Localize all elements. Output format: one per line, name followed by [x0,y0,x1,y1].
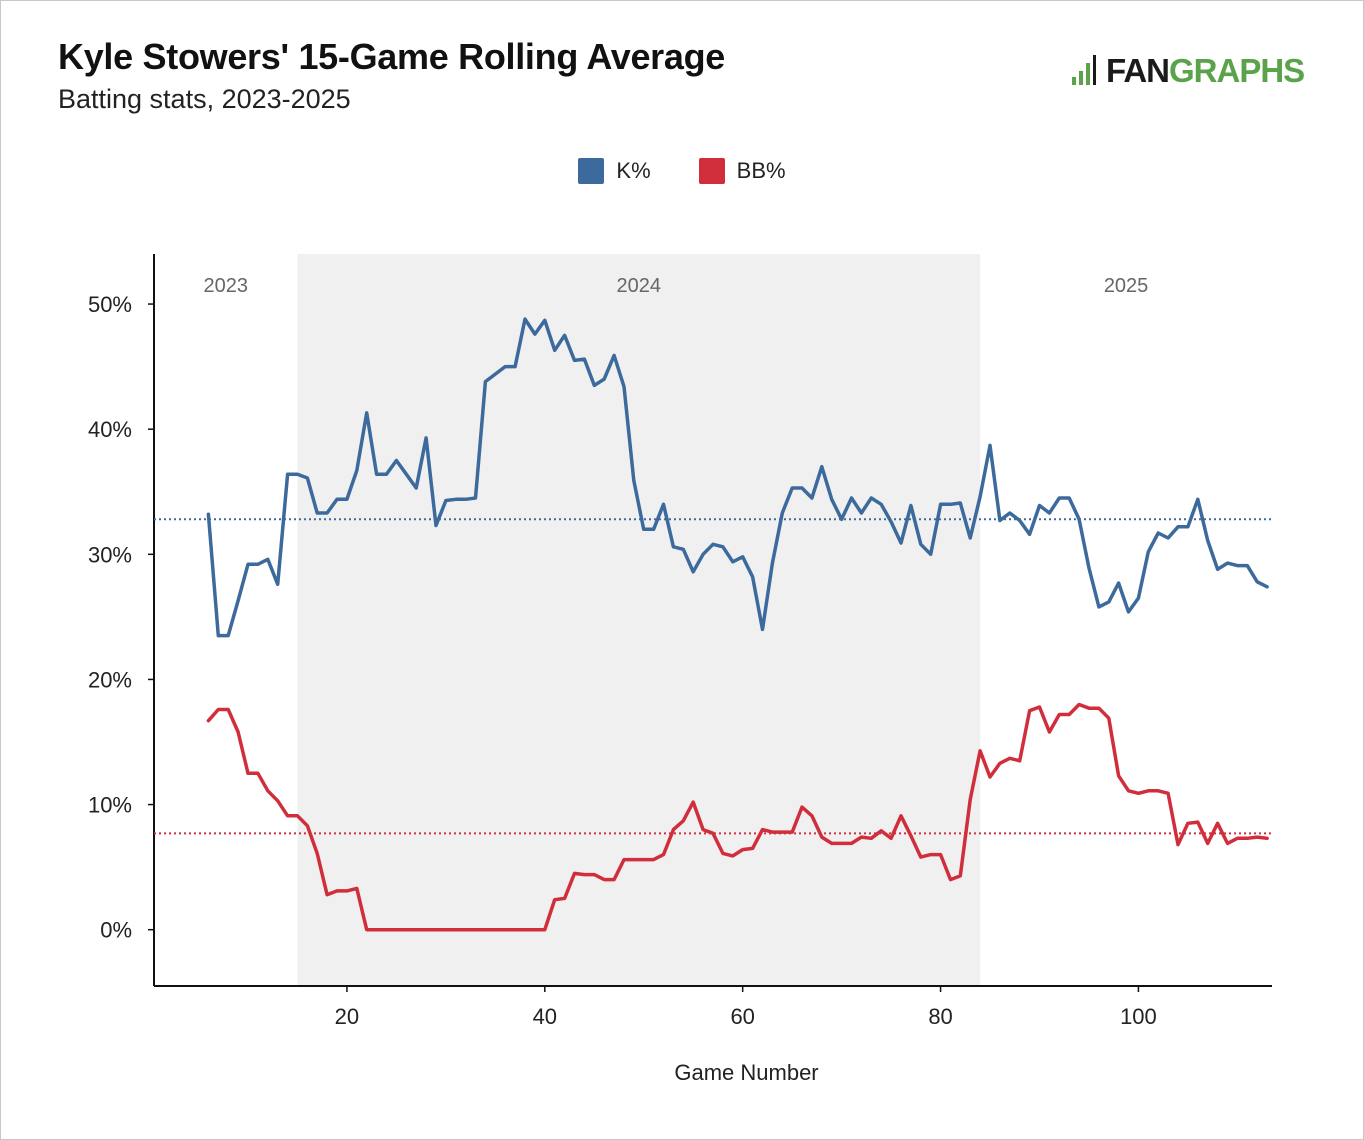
season-label-2025: 2025 [1104,275,1149,297]
fangraphs-logo: FANGRAPHS [1072,52,1305,90]
y-tick-label: 0% [100,918,132,943]
logo-text-fan: FAN [1106,52,1170,89]
x-tick-label: 100 [1120,1004,1157,1029]
series-line-k-pct [206,317,1269,638]
x-tick-label: 40 [533,1004,557,1029]
y-tick-label: 50% [88,292,132,317]
legend-item-k-pct: K% [578,158,651,184]
chart-subtitle: Batting stats, 2023-2025 [58,84,351,114]
x-axis-label: Game Number [674,1060,819,1085]
legend-item-bb-pct: BB% [698,158,786,184]
logo-bars-icon [1072,55,1102,87]
y-tick-label: 10% [88,793,132,818]
season-label-2023: 2023 [203,275,248,297]
y-tick-label: 40% [88,417,132,442]
season-label-2024: 2024 [617,275,662,297]
logo-text: FANGRAPHS [1106,52,1305,90]
chart-legend: K% BB% [0,158,1364,184]
logo-text-graphs: GRAPHS [1169,52,1305,89]
series-line-bb-pct [206,702,1269,932]
chart-title: Kyle Stowers' 15-Game Rolling Average [58,36,726,77]
y-tick-label: 30% [88,542,132,567]
x-tick-label: 60 [730,1004,754,1029]
legend-swatch-bb-pct [698,158,725,184]
x-tick-label: 20 [335,1004,359,1029]
season-band-2024 [297,254,981,986]
y-tick-label: 20% [88,667,132,692]
x-tick-label: 80 [928,1004,952,1029]
legend-label-bb-pct: BB% [736,158,786,183]
legend-swatch-k-pct [578,158,605,184]
legend-label-k-pct: K% [616,158,651,183]
